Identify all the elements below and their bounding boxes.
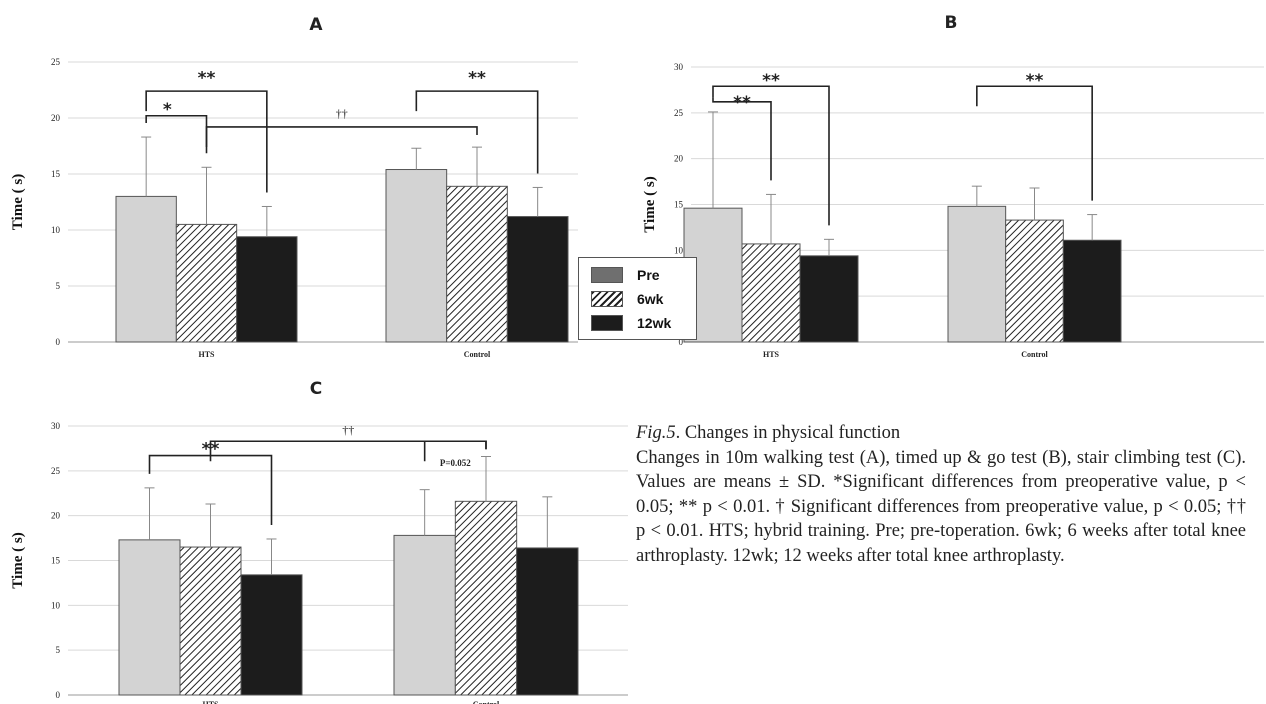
chart-c-ylabel: Time ( s): [10, 532, 26, 588]
chart-b-ytick-label: 25: [674, 108, 684, 118]
figure-caption: Fig.5. Changes in physical function Chan…: [636, 421, 1246, 568]
chart-b-ytick-label: 15: [674, 200, 684, 210]
chart-b-category-label: HTS: [763, 350, 780, 359]
chart-b-ytick-label: 0: [679, 337, 684, 347]
chart-a-title: A: [309, 15, 323, 35]
chart-c-title: C: [310, 379, 322, 399]
chart-c-ytick-label: 15: [51, 556, 61, 566]
legend-swatch: [591, 291, 623, 307]
chart-a-ytick-label: 25: [51, 57, 61, 67]
chart-a-significance-bracket: [145, 114, 208, 154]
chart-a-significance-label: **: [468, 69, 486, 89]
legend-label: Pre: [637, 267, 660, 283]
chart-a-significance-label: **: [198, 69, 216, 89]
chart-c-significance-label: ††: [342, 423, 354, 437]
chart-c-bar-pre: [118, 539, 181, 696]
legend-swatch: [591, 315, 623, 331]
caption-fig-label: Fig.5: [636, 423, 676, 443]
chart-c-bar-6wk: [179, 546, 242, 696]
caption-title-text: . Changes in physical function: [675, 423, 901, 443]
chart-b-ylabel: Time ( s): [642, 176, 658, 232]
chart-b-bar-6wk: [741, 243, 801, 343]
chart-c-ytick-label: 25: [51, 466, 61, 476]
chart-a-ytick-label: 10: [51, 225, 61, 235]
chart-b-bar-6wk: [1005, 219, 1064, 343]
chart-c-ytick-label: 0: [56, 690, 61, 700]
chart-c-significance-bracket: [209, 440, 487, 462]
chart-c-bar-pre: [393, 534, 456, 696]
chart-a-bar-pre: [115, 195, 177, 343]
chart-c-significance-label: P=0.052: [440, 458, 471, 468]
caption-title: Fig.5. Changes in physical function: [636, 421, 1246, 446]
chart-c-ytick-label: 5: [56, 645, 61, 655]
chart-c-bar-12wk: [240, 574, 303, 696]
chart-b-significance-bracket: [712, 97, 772, 181]
chart-a-significance-bracket: [145, 90, 268, 193]
chart-a-ytick-label: 20: [51, 113, 61, 123]
chart-c-bar-6wk: [454, 500, 518, 696]
chart-a-bar-12wk: [236, 236, 298, 343]
chart-a-category-label: Control: [464, 350, 491, 359]
legend-label: 12wk: [637, 315, 672, 331]
chart-a-significance-bracket: [415, 90, 539, 174]
legend-item-12wk: 12wk: [591, 313, 671, 333]
chart-a-ytick-label: 15: [51, 169, 61, 179]
chart-b-category-label: Control: [1021, 350, 1048, 359]
chart-b-bar-pre: [947, 205, 1007, 343]
chart-a-category-label: HTS: [198, 350, 215, 359]
chart-b-significance-label: **: [1026, 71, 1044, 91]
chart-c-ytick-label: 10: [51, 600, 61, 610]
legend-label: 6wk: [637, 291, 664, 307]
chart-b-ytick-label: 10: [674, 245, 684, 255]
legend-swatch: [591, 267, 623, 283]
chart-b-significance-bracket: [712, 85, 830, 226]
chart-b-ytick-label: 20: [674, 154, 684, 164]
chart-c-category-label: HTS: [202, 700, 219, 704]
chart-a-significance-bracket: [205, 126, 478, 147]
chart-c-ytick-label: 30: [51, 421, 61, 431]
chart-c-category-label: Control: [473, 700, 500, 704]
legend-item-6wk: 6wk: [591, 289, 663, 309]
chart-a-significance-label: *: [163, 100, 172, 120]
chart-b-title: B: [945, 13, 958, 33]
chart-a-ylabel: Time ( s): [10, 174, 26, 230]
chart-c-ytick-label: 20: [51, 511, 61, 521]
chart-a-bar-12wk: [506, 216, 569, 343]
chart-b-significance-label: **: [733, 93, 751, 113]
chart-b-significance-bracket: [976, 85, 1093, 201]
chart-b-significance-label: **: [762, 71, 780, 91]
legend-item-pre: Pre: [591, 265, 660, 285]
legend: Pre 6wk 12wk: [578, 257, 697, 340]
chart-b-ytick-label: 30: [674, 62, 684, 72]
chart-a-bar-6wk: [446, 185, 508, 343]
caption-body: Changes in 10m walking test (A), timed u…: [636, 447, 1246, 566]
chart-a-bar-6wk: [175, 223, 238, 343]
chart-c-bar-12wk: [516, 547, 579, 696]
chart-a-significance-label: ††: [336, 106, 348, 120]
chart-a-ytick-label: 0: [56, 337, 61, 347]
chart-a-bar-pre: [385, 169, 448, 343]
chart-b-bar-12wk: [1062, 239, 1122, 343]
chart-a: A 0 5 10 15 20 25 Time ( s) HTS Control ** * ** ††: [0, 0, 580, 370]
chart-b-bar-12wk: [799, 255, 859, 343]
chart-a-ytick-label: 5: [56, 281, 61, 291]
